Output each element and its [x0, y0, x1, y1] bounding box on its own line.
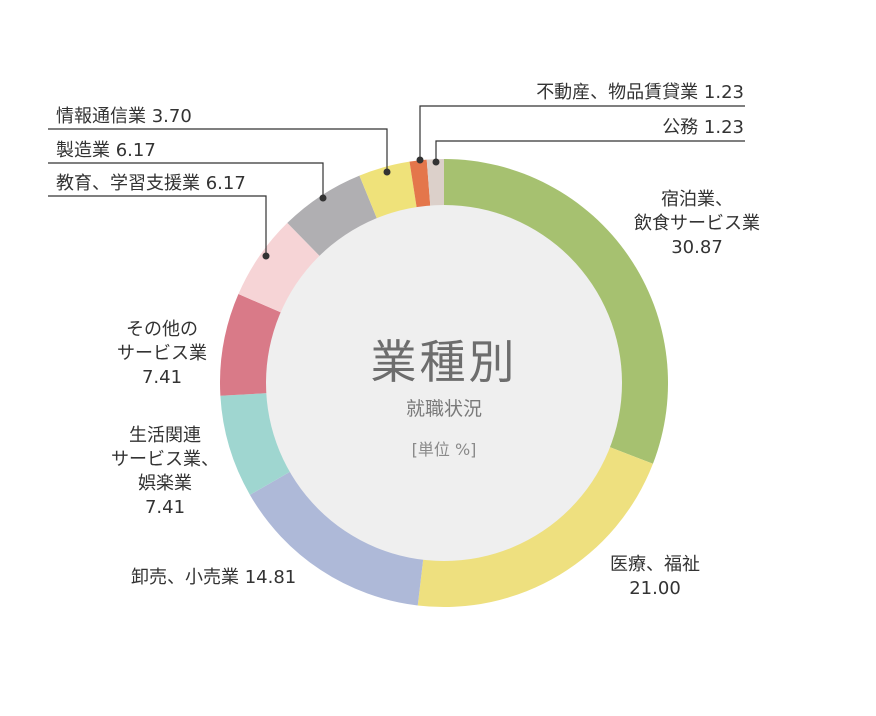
label-fudosan: 不動産、物品賃貸業 1.23: [480, 81, 744, 105]
label-komu-text: 公務 1.23: [662, 117, 744, 138]
label-shukuhaku-line2: 飲食サービス業: [634, 213, 760, 234]
leader-dot-seizo: [319, 194, 327, 202]
leader-dot-joho: [383, 168, 391, 176]
label-shukuhaku-line1: 宿泊業、: [661, 189, 733, 210]
leader-dot-kyoiku: [262, 252, 270, 260]
donut-center: [266, 205, 622, 561]
label-fudosan-text: 不動産、物品賃貸業 1.23: [536, 82, 744, 103]
label-sonota-line2: サービス業: [117, 343, 207, 364]
label-seikatsu-value: 7.41: [144, 497, 186, 518]
label-sonota-line1: その他の: [126, 319, 198, 340]
leader-dot-komu: [432, 158, 440, 166]
leader-line-seizo: [48, 162, 324, 198]
leader-line-fudosan: [419, 105, 745, 160]
label-oroshi: 卸売、小売業 14.81: [131, 566, 296, 590]
leader-line-joho: [48, 128, 388, 172]
leader-dots: [262, 156, 440, 260]
label-kyoiku: 教育、学習支援業 6.17: [56, 172, 246, 196]
chart-unit-label: [単位 %]: [411, 440, 477, 459]
label-komu: 公務 1.23: [600, 116, 744, 140]
label-oroshi-text: 卸売、小売業 14.81: [131, 567, 297, 588]
label-sonota: その他の サービス業 7.41: [102, 318, 222, 390]
label-seizo: 製造業 6.17: [56, 139, 156, 163]
label-seikatsu-line3: 娯楽業: [138, 473, 192, 494]
chart-subtitle: 就職状況: [405, 398, 482, 420]
label-joho-text: 情報通信業 3.70: [56, 106, 192, 127]
label-kyoiku-text: 教育、学習支援業 6.17: [56, 173, 246, 194]
chart-title: 業種別: [370, 335, 518, 389]
label-joho: 情報通信業 3.70: [56, 105, 192, 129]
label-iryo: 医療、福祉 21.00: [600, 553, 710, 601]
label-iryo-line1: 医療、福祉: [610, 554, 700, 575]
label-seikatsu-line1: 生活関連: [129, 425, 201, 446]
label-seikatsu-line2: サービス業、: [111, 449, 219, 470]
label-shukuhaku: 宿泊業、 飲食サービス業 30.87: [612, 188, 782, 260]
label-sonota-value: 7.41: [141, 367, 183, 388]
leader-line-komu: [435, 140, 745, 162]
leader-line-kyoiku: [48, 195, 267, 256]
label-shukuhaku-value: 30.87: [671, 237, 723, 258]
label-seikatsu: 生活関連 サービス業、 娯楽業 7.41: [100, 424, 230, 520]
label-iryo-value: 21.00: [629, 578, 681, 599]
label-seizo-text: 製造業 6.17: [56, 140, 156, 161]
leader-dot-fudosan: [416, 156, 424, 164]
leader-lines: [48, 105, 745, 256]
